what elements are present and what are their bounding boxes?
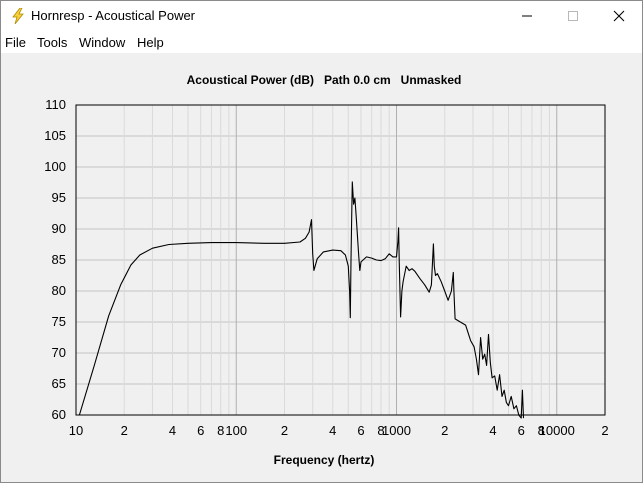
menu-file[interactable]: File: [5, 35, 26, 50]
x-tick-label: 6: [197, 423, 204, 438]
x-tick-label: 10000: [539, 423, 575, 438]
y-tick-label: 110: [45, 97, 66, 112]
lightning-bolt-icon: [12, 8, 24, 24]
plot-frame: [75, 104, 606, 416]
x-tick-label: 4: [329, 423, 336, 438]
y-tick-label: 95: [52, 190, 66, 205]
x-tick-label: 2: [281, 423, 288, 438]
x-tick-label: 6: [357, 423, 364, 438]
x-tick-label: 10: [69, 423, 83, 438]
minimize-button[interactable]: [504, 1, 550, 31]
x-tick-label: 1000: [382, 423, 411, 438]
chart-title: Acoustical Power (dB) Path 0.0 cm Unmask…: [187, 73, 462, 87]
series-line: [78, 181, 525, 419]
x-tick-label: 2: [121, 423, 128, 438]
menu-window[interactable]: Window: [79, 35, 126, 50]
y-tick-label: 100: [44, 159, 66, 174]
menu-tools[interactable]: Tools: [37, 35, 68, 50]
maximize-button[interactable]: [550, 1, 596, 31]
close-icon: [613, 10, 625, 22]
window-title: Hornresp - Acoustical Power: [31, 8, 196, 23]
y-tick-label: 80: [52, 283, 66, 298]
title-bar[interactable]: Hornresp - Acoustical Power: [1, 1, 642, 31]
x-tick-label: 8: [377, 423, 384, 438]
x-tick-label: 2: [601, 423, 608, 438]
y-tick-label: 70: [52, 345, 66, 360]
x-tick-label: 2: [441, 423, 448, 438]
x-tick-label: 8: [538, 423, 545, 438]
x-tick-label: 4: [169, 423, 176, 438]
chart-area: Acoustical Power (dB) Path 0.0 cm Unmask…: [9, 53, 634, 474]
x-tick-label: 100: [225, 423, 247, 438]
x-tick-label: 8: [217, 423, 224, 438]
y-tick-label: 105: [44, 128, 66, 143]
close-button[interactable]: [596, 1, 642, 31]
x-tick-label: 6: [518, 423, 525, 438]
y-tick-label: 65: [52, 376, 66, 391]
maximize-icon: [568, 11, 578, 21]
chart-series-group: [78, 181, 525, 419]
y-tick-label: 85: [52, 252, 66, 267]
y-tick-labels: 60 65 70 75 80 85 90 95 100 105 110: [44, 97, 66, 422]
x-tick-label: 4: [489, 423, 496, 438]
chart-grid: [76, 105, 605, 415]
y-tick-label: 90: [52, 221, 66, 236]
menu-help[interactable]: Help: [137, 35, 164, 50]
menu-bar: File Tools Window Help: [1, 31, 642, 53]
acoustical-power-chart: Acoustical Power (dB) Path 0.0 cm Unmask…: [44, 73, 609, 467]
y-tick-label: 60: [52, 407, 66, 422]
minimize-icon: [522, 15, 532, 17]
x-axis-label: Frequency (hertz): [274, 453, 375, 467]
y-tick-label: 75: [52, 314, 66, 329]
